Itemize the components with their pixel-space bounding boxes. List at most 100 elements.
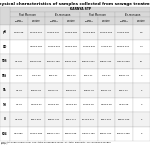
Text: 322±0.688: 322±0.688 (65, 133, 77, 134)
Bar (98, 83, 115, 98)
Bar (80, 83, 98, 98)
Text: ±0.19: ±0.19 (15, 104, 22, 105)
Bar (80, 25, 98, 39)
Bar (45, 69, 63, 83)
Bar (63, 83, 80, 98)
Bar (63, 17, 80, 25)
Text: 3.86±0.28: 3.86±0.28 (100, 104, 112, 105)
Bar (80, 98, 98, 112)
Text: 4.9±0.98: 4.9±0.98 (14, 32, 24, 33)
Bar (0, 83, 10, 98)
Bar (45, 54, 63, 69)
Text: 33±0.73: 33±0.73 (66, 75, 76, 76)
Text: 1.84±1.388: 1.84±1.388 (30, 133, 43, 134)
Bar (80, 69, 98, 83)
Text: 195±1.22: 195±1.22 (83, 90, 94, 91)
Bar (10, 112, 27, 126)
Text: 47±0.30: 47±0.30 (32, 75, 41, 76)
Bar (63, 39, 80, 54)
Bar (132, 112, 150, 126)
Bar (27, 17, 45, 25)
Text: TDS=total dissolved solids, TSS=total suspended solids, TA=total alkalinity, TH=: TDS=total dissolved solids, TSS=total su… (1, 141, 111, 144)
Text: Treated
Effluent: Treated Effluent (137, 20, 146, 22)
Text: 728±2.444: 728±2.444 (100, 61, 112, 62)
Text: TA: TA (3, 88, 7, 92)
Text: TDS: TDS (2, 59, 8, 63)
Bar (45, 12, 80, 17)
Bar (0, 25, 10, 39)
Text: ±1.384: ±1.384 (15, 119, 23, 120)
Text: Raw
Sewage: Raw Sewage (49, 20, 58, 22)
Text: Post Monsoon: Post Monsoon (89, 12, 106, 16)
Text: DO: DO (3, 45, 7, 49)
Text: 7.42±0.032: 7.42±0.032 (117, 32, 130, 33)
Bar (132, 39, 150, 54)
Bar (10, 25, 27, 39)
Bar (115, 69, 132, 83)
Text: 1.82±0.28: 1.82±0.28 (48, 104, 60, 105)
Text: 1.35±0.263: 1.35±0.263 (100, 32, 113, 33)
Bar (0, 112, 10, 126)
Bar (45, 112, 63, 126)
Bar (10, 17, 27, 25)
Bar (27, 112, 45, 126)
Text: 180±3.89: 180±3.89 (66, 90, 77, 91)
Bar (0, 12, 10, 17)
Bar (63, 112, 80, 126)
Text: Post Monsoon: Post Monsoon (19, 12, 36, 16)
Text: 1063±1.647: 1063±1.647 (82, 61, 96, 62)
Bar (63, 98, 80, 112)
Text: ±2.04: ±2.04 (15, 90, 22, 91)
Bar (27, 98, 45, 112)
Bar (115, 98, 132, 112)
Text: 4: 4 (141, 75, 142, 76)
Text: Treated
Effluent: Treated Effluent (67, 20, 75, 22)
Text: TH: TH (3, 103, 7, 107)
Text: 1643±2.789: 1643±2.789 (47, 61, 61, 62)
Text: 1.50±0.027: 1.50±0.027 (30, 32, 43, 33)
Bar (45, 39, 63, 54)
Text: 36±1.338: 36±1.338 (31, 119, 42, 120)
Text: 2: 2 (141, 90, 142, 91)
Text: 150±1.33: 150±1.33 (118, 75, 129, 76)
Bar (80, 112, 98, 126)
Text: ±14.983: ±14.983 (14, 133, 24, 134)
Bar (10, 98, 27, 112)
Text: 722±3.992: 722±3.992 (30, 61, 42, 62)
Bar (45, 25, 63, 39)
Bar (115, 39, 132, 54)
Bar (27, 83, 45, 98)
Bar (80, 12, 115, 17)
Bar (98, 39, 115, 54)
Bar (27, 54, 45, 69)
Bar (115, 126, 132, 141)
Text: 780±14.388: 780±14.388 (117, 133, 130, 134)
Text: Table 2. Physical characteristics of samples collected from sewage treatment pla: Table 2. Physical characteristics of sam… (0, 2, 150, 6)
Bar (132, 25, 150, 39)
Bar (10, 39, 27, 54)
Bar (27, 25, 45, 39)
Text: 1.98±0.382: 1.98±0.382 (65, 32, 78, 33)
Text: Raw
Sewage: Raw Sewage (119, 20, 128, 22)
Text: Cl: Cl (4, 117, 6, 121)
Text: 779±14.189: 779±14.189 (82, 133, 96, 134)
Bar (0, 39, 10, 54)
Text: 0.1±0.68: 0.1±0.68 (119, 104, 129, 105)
Bar (10, 126, 27, 141)
Bar (98, 98, 115, 112)
Text: 180±4.23: 180±4.23 (31, 90, 42, 91)
Bar (98, 25, 115, 39)
Text: KARNYA STP: KARNYA STP (69, 8, 90, 12)
Bar (45, 83, 63, 98)
Text: 7.94±0.047: 7.94±0.047 (47, 32, 60, 33)
Bar (63, 69, 80, 83)
Text: TSS: TSS (2, 74, 8, 78)
Text: 680±1.954: 680±1.954 (100, 133, 112, 134)
Bar (63, 54, 80, 69)
Bar (98, 112, 115, 126)
Bar (115, 17, 132, 25)
Bar (45, 98, 63, 112)
Bar (27, 69, 45, 83)
Text: 0.4: 0.4 (140, 46, 143, 47)
Text: 2: 2 (141, 119, 142, 120)
